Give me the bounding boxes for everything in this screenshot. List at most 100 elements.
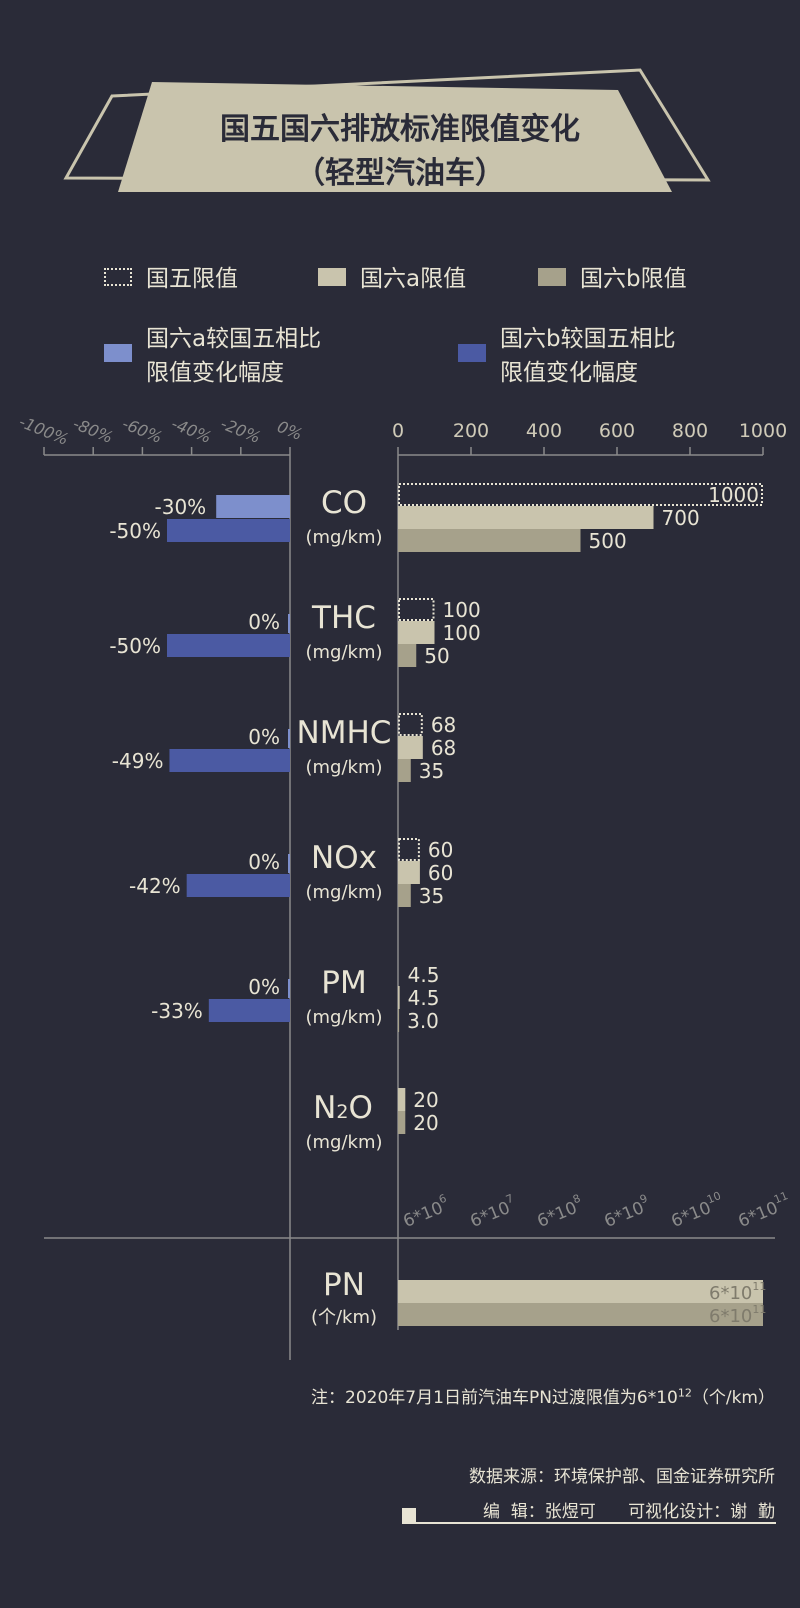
chart-title: 国五国六排放标准限值变化 — [220, 112, 580, 147]
value-label-change6a: 0% — [248, 725, 280, 749]
bar-change6b — [169, 749, 290, 772]
value-label-guo6b: 500 — [589, 529, 627, 553]
pn-tick-label: 6*1011 — [734, 1189, 794, 1232]
value-label-guo5: 68 — [431, 713, 456, 737]
pn-tick-label: 6*107 — [466, 1192, 519, 1232]
banner-fill — [118, 82, 672, 192]
value-label-change6b: -49% — [112, 749, 164, 773]
value-label-guo5: 4.5 — [408, 963, 440, 987]
pn-tick-label: 6*1010 — [667, 1189, 727, 1232]
chart-subtitle: （轻型汽油车） — [295, 156, 505, 191]
pn-tick-label: 6*106 — [399, 1192, 452, 1232]
bar-change6a — [288, 979, 290, 998]
bar-change6b — [186, 874, 290, 897]
legend-label-change6a-1: 国六a较国五相比 — [146, 326, 322, 352]
legend-label-change6a-2: 限值变化幅度 — [146, 360, 284, 386]
legend-label-guo6b: 国六b限值 — [580, 266, 687, 292]
bar-change6b — [167, 519, 290, 542]
bar-change6a — [288, 729, 290, 748]
bar-guo6a — [398, 1088, 406, 1111]
legend-swatch-guo5 — [104, 268, 132, 286]
bar-guo5 — [398, 838, 420, 861]
value-label-pn: 6*1011 — [709, 1303, 766, 1327]
category-label: CO — [321, 485, 367, 521]
value-label-change6a: 0% — [248, 850, 280, 874]
limits-tick-label: 800 — [672, 420, 708, 442]
limits-tick-label: 200 — [453, 420, 489, 442]
footer-rule — [402, 1522, 776, 1524]
value-label-guo6a: 20 — [413, 1088, 438, 1112]
category-label: PN — [323, 1267, 365, 1303]
category-label: N2O — [313, 1090, 373, 1126]
change-tick-label: -80% — [70, 414, 115, 447]
banner-outline — [63, 68, 711, 182]
bar-guo6a — [398, 621, 435, 644]
bar-guo5 — [398, 598, 435, 621]
bar-guo6a — [398, 506, 654, 529]
value-label-change6a: 0% — [248, 975, 280, 999]
legend-change6a: 国六a较国五相比 限值变化幅度 — [104, 322, 321, 390]
category-unit: (mg/km) — [305, 757, 382, 778]
value-label-guo5: 1000 — [708, 483, 759, 507]
value-label-change6a: -30% — [155, 495, 207, 519]
bar-guo6a — [398, 736, 423, 759]
value-label-change6a: 0% — [248, 610, 280, 634]
bar-guo6b — [398, 1009, 400, 1032]
legend-guo6b: 国六b限值 — [538, 262, 687, 296]
value-label-change6b: -33% — [151, 999, 203, 1023]
pn-note-suffix: （个/km） — [691, 1388, 775, 1408]
legend-swatch-guo6a — [318, 268, 346, 286]
bar-change6b — [167, 634, 290, 657]
bar-guo6b — [398, 1111, 406, 1134]
category-unit: (mg/km) — [305, 882, 382, 903]
category-unit: (mg/km) — [305, 1007, 382, 1028]
limits-tick-label: 0 — [392, 420, 404, 442]
value-label-guo6b: 50 — [424, 644, 449, 668]
value-label-guo6a: 700 — [662, 506, 700, 530]
bar-change6a — [288, 614, 290, 633]
change-tick-label: -60% — [119, 414, 164, 447]
value-label-guo6b: 35 — [419, 884, 444, 908]
pn-note-text: 注：2020年7月1日前汽油车PN过渡限值为6*10 — [311, 1388, 678, 1408]
legend-label-guo6a: 国六a限值 — [360, 266, 467, 292]
value-label-change6b: -50% — [109, 519, 161, 543]
change-tick-label: -40% — [169, 414, 214, 447]
bar-change6a — [288, 854, 290, 873]
change-tick-label: -20% — [218, 414, 263, 447]
pn-note-exp: 12 — [677, 1386, 692, 1400]
legend-change6b: 国六b较国五相比 限值变化幅度 — [458, 322, 676, 390]
pn-tick-label: 6*108 — [533, 1192, 586, 1232]
bar-guo5 — [398, 483, 763, 506]
data-source: 数据来源：环境保护部、国金证券研究所 — [469, 1467, 775, 1487]
legend-swatch-change6b — [458, 344, 486, 362]
change-tick-label: 0% — [274, 417, 305, 444]
footer-marker — [402, 1508, 416, 1524]
category-unit: (mg/km) — [305, 642, 382, 663]
limits-tick-label: 1000 — [739, 420, 787, 442]
category-label: NMHC — [297, 715, 392, 751]
bar-guo6b — [398, 759, 411, 782]
bar-guo6b — [398, 884, 411, 907]
bar-pn-guo6a — [398, 1280, 763, 1303]
bar-change6b — [208, 999, 290, 1022]
value-label-guo6a: 68 — [431, 736, 456, 760]
legend-guo6a: 国六a限值 — [318, 262, 466, 296]
value-label-guo6b: 35 — [419, 759, 444, 783]
bar-guo6b — [398, 529, 581, 552]
limits-tick-label: 600 — [599, 420, 635, 442]
change-tick-label: -100% — [16, 412, 71, 449]
bar-pn-guo6b — [398, 1303, 763, 1326]
pn-note: 注：2020年7月1日前汽油车PN过渡限值为6*1012（个/km） — [311, 1383, 775, 1408]
value-label-guo5: 100 — [443, 598, 481, 622]
pn-tick-label: 6*109 — [600, 1192, 653, 1232]
bar-guo5 — [398, 713, 423, 736]
bar-change6a — [216, 495, 290, 518]
bar-guo6a — [398, 986, 400, 1009]
value-label-guo6b: 3.0 — [407, 1009, 439, 1033]
value-label-guo5: 60 — [428, 838, 453, 862]
bar-guo6a — [398, 861, 420, 884]
legend-swatch-change6a — [104, 344, 132, 362]
value-label-guo6a: 60 — [428, 861, 453, 885]
legend-guo5: 国五限值 — [104, 262, 238, 296]
